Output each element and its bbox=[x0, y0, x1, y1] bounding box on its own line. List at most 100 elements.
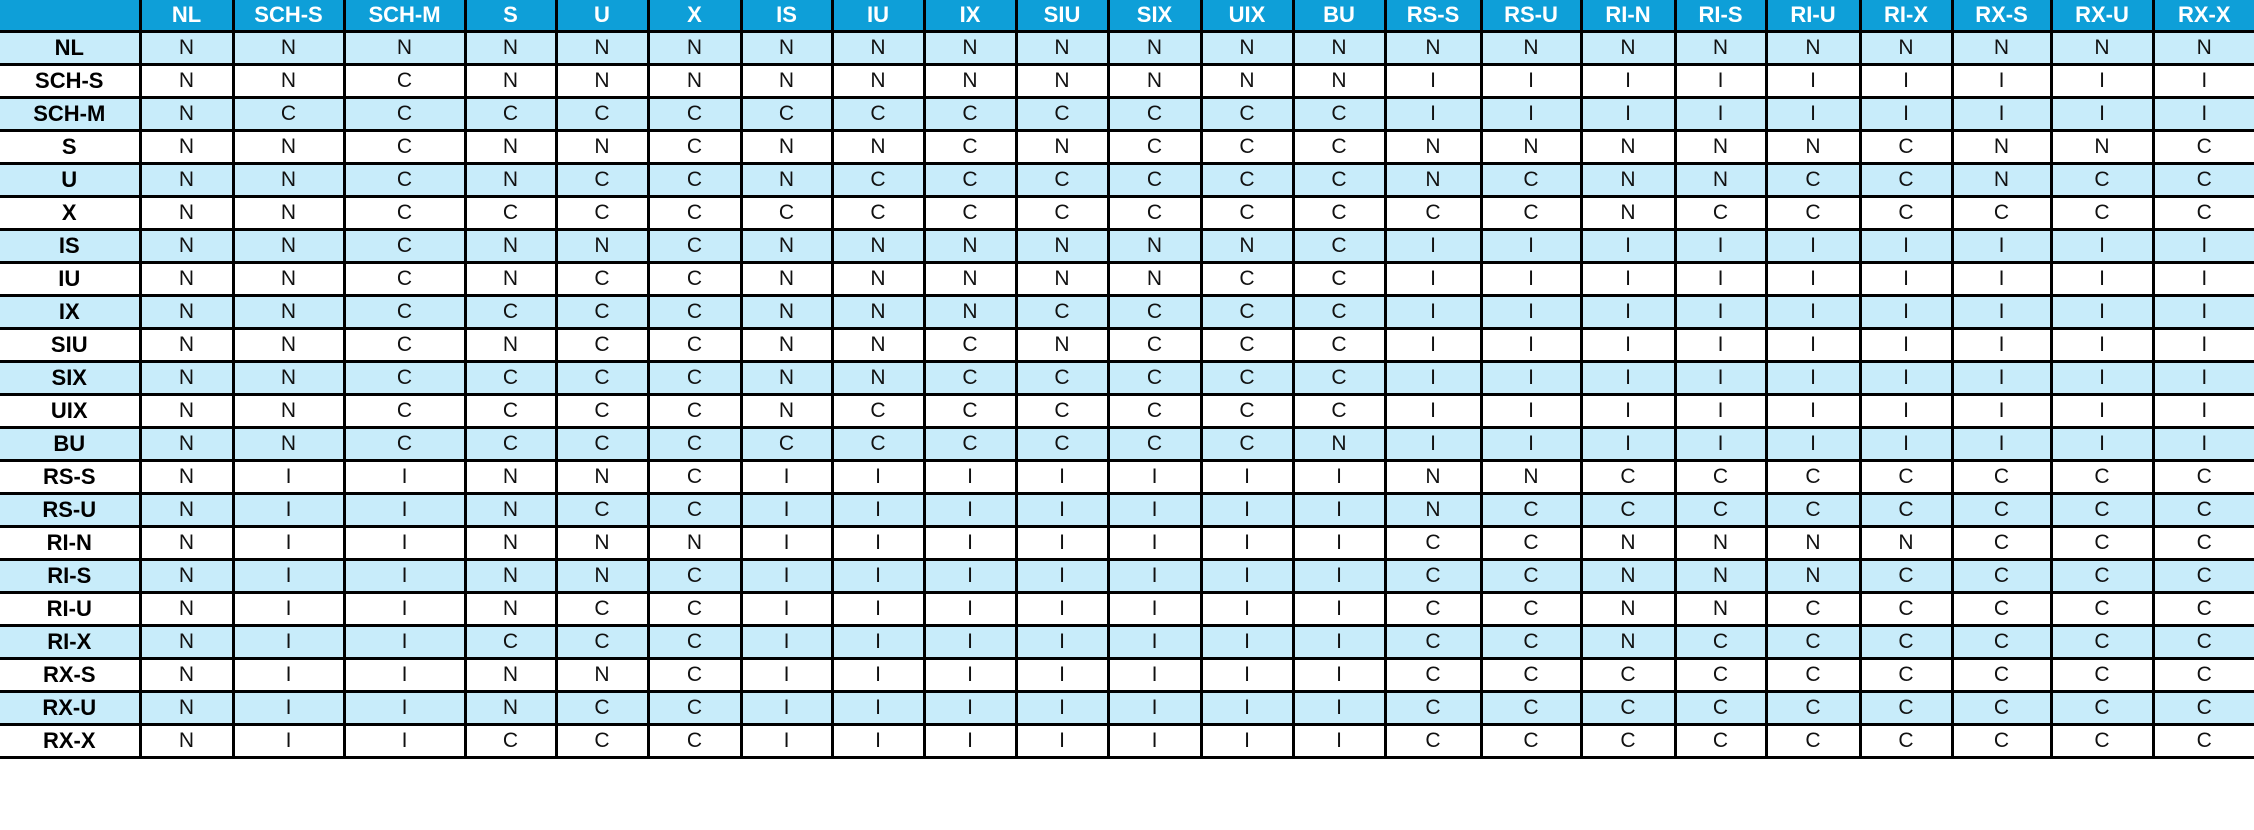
table-row: RI-N N I I N N N I I I I I I I C C N N N N C C C bbox=[0, 525, 2254, 561]
matrix-cell: I bbox=[1950, 294, 2053, 330]
matrix-cell: C bbox=[646, 129, 743, 165]
row-header: IS bbox=[0, 228, 142, 264]
matrix-cell: C bbox=[1199, 294, 1295, 330]
matrix-cell: I bbox=[2151, 261, 2254, 297]
matrix-cell: C bbox=[2151, 129, 2254, 165]
matrix-cell: C bbox=[1950, 723, 2053, 759]
matrix-cell: C bbox=[1199, 426, 1295, 462]
matrix-cell: N bbox=[1950, 30, 2053, 66]
matrix-cell: C bbox=[1579, 459, 1677, 495]
matrix-cell: C bbox=[1858, 624, 1954, 660]
matrix-cell: C bbox=[2049, 195, 2155, 231]
matrix-cell: I bbox=[1479, 228, 1583, 264]
matrix-cell: C bbox=[1479, 591, 1583, 627]
matrix-cell: C bbox=[1673, 459, 1768, 495]
matrix-cell: C bbox=[830, 195, 926, 231]
matrix-cell: N bbox=[463, 162, 558, 198]
matrix-cell: C bbox=[1479, 723, 1583, 759]
matrix-cell: C bbox=[1199, 261, 1295, 297]
matrix-cell: C bbox=[1579, 492, 1677, 528]
matrix-cell: I bbox=[1014, 492, 1110, 528]
matrix-cell: C bbox=[1291, 261, 1387, 297]
matrix-cell: I bbox=[1858, 261, 1954, 297]
matrix-cell: C bbox=[2049, 459, 2155, 495]
column-header: NL bbox=[138, 0, 235, 33]
matrix-cell: I bbox=[2151, 426, 2254, 462]
matrix-cell: C bbox=[2049, 657, 2155, 693]
matrix-cell: I bbox=[1950, 327, 2053, 363]
matrix-cell: N bbox=[554, 558, 650, 594]
matrix-cell: C bbox=[1950, 558, 2053, 594]
matrix-cell: I bbox=[231, 492, 346, 528]
matrix-cell: I bbox=[830, 525, 926, 561]
matrix-cell: N bbox=[739, 228, 834, 264]
matrix-cell: N bbox=[1199, 228, 1295, 264]
matrix-cell: C bbox=[1673, 723, 1768, 759]
matrix-cell: I bbox=[342, 558, 467, 594]
matrix-cell: N bbox=[739, 129, 834, 165]
matrix-cell: C bbox=[1106, 426, 1203, 462]
row-header: BU bbox=[0, 426, 142, 462]
matrix-cell: I bbox=[1199, 558, 1295, 594]
matrix-cell: C bbox=[646, 591, 743, 627]
matrix-cell: C bbox=[1014, 294, 1110, 330]
matrix-cell: N bbox=[739, 30, 834, 66]
matrix-cell: I bbox=[1764, 360, 1862, 396]
matrix-cell: C bbox=[646, 195, 743, 231]
matrix-cell: I bbox=[1291, 459, 1387, 495]
matrix-cell: C bbox=[1764, 162, 1862, 198]
matrix-cell: C bbox=[646, 723, 743, 759]
matrix-cell: I bbox=[1199, 723, 1295, 759]
table-row: RI-X N I I C C C I I I I I I I C C N C C C C C C bbox=[0, 624, 2254, 660]
matrix-cell: C bbox=[1014, 162, 1110, 198]
matrix-cell: I bbox=[830, 591, 926, 627]
matrix-cell: I bbox=[1291, 558, 1387, 594]
matrix-cell: C bbox=[646, 393, 743, 429]
matrix-cell: I bbox=[1199, 657, 1295, 693]
matrix-cell: C bbox=[646, 162, 743, 198]
table-row: RI-S N I I N N C I I I I I I I C C N N N C C C C bbox=[0, 558, 2254, 594]
matrix-cell: I bbox=[342, 723, 467, 759]
row-header: RI-U bbox=[0, 591, 142, 627]
matrix-cell: N bbox=[554, 129, 650, 165]
matrix-cell: C bbox=[2049, 624, 2155, 660]
matrix-cell: I bbox=[2049, 261, 2155, 297]
matrix-cell: N bbox=[1479, 459, 1583, 495]
matrix-cell: N bbox=[739, 162, 834, 198]
matrix-cell: I bbox=[342, 525, 467, 561]
matrix-cell: N bbox=[1673, 129, 1768, 165]
matrix-cell: N bbox=[1199, 63, 1295, 99]
matrix-cell: C bbox=[646, 360, 743, 396]
matrix-cell: N bbox=[138, 195, 235, 231]
matrix-cell: C bbox=[1291, 228, 1387, 264]
corner-cell bbox=[0, 0, 142, 33]
row-header: SCH-M bbox=[0, 96, 142, 132]
matrix-cell: N bbox=[138, 63, 235, 99]
matrix-cell: I bbox=[231, 591, 346, 627]
matrix-cell: I bbox=[2151, 360, 2254, 396]
matrix-cell: N bbox=[1858, 525, 1954, 561]
matrix-cell: I bbox=[1858, 327, 1954, 363]
matrix-cell: C bbox=[554, 723, 650, 759]
matrix-cell: I bbox=[1199, 525, 1295, 561]
matrix-cell: N bbox=[231, 228, 346, 264]
matrix-cell: C bbox=[1014, 96, 1110, 132]
table-row: RX-X N I I C C C I I I I I I I C C C C C C C C C bbox=[0, 723, 2254, 759]
matrix-cell: I bbox=[231, 624, 346, 660]
matrix-cell: C bbox=[342, 294, 467, 330]
matrix-cell: C bbox=[1479, 624, 1583, 660]
matrix-cell: N bbox=[138, 690, 235, 726]
matrix-cell: N bbox=[463, 63, 558, 99]
matrix-cell: N bbox=[2049, 30, 2155, 66]
matrix-cell: N bbox=[463, 327, 558, 363]
row-header: S bbox=[0, 129, 142, 165]
matrix-cell: I bbox=[1106, 492, 1203, 528]
matrix-cell: N bbox=[463, 261, 558, 297]
matrix-cell: C bbox=[463, 195, 558, 231]
matrix-cell: I bbox=[1579, 327, 1677, 363]
matrix-cell: C bbox=[554, 162, 650, 198]
matrix-cell: C bbox=[646, 228, 743, 264]
matrix-cell: C bbox=[830, 96, 926, 132]
matrix-cell: C bbox=[2151, 558, 2254, 594]
matrix-cell: C bbox=[830, 393, 926, 429]
